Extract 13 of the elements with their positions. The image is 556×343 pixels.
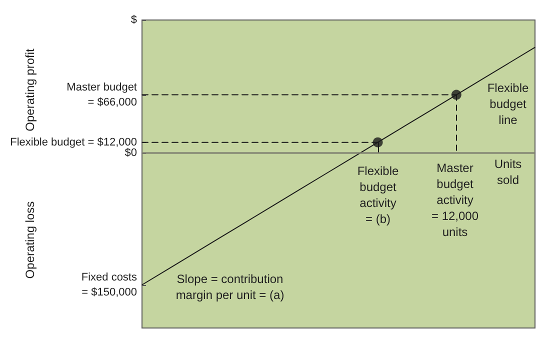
- y-axis-title: Operating profit: [23, 48, 37, 132]
- text: Operating loss: [23, 201, 37, 279]
- annotation: Units sold: [494, 157, 522, 187]
- annotation: Flexible budget activity = (b): [357, 164, 399, 226]
- annotation: Flexible budget line: [487, 81, 529, 127]
- line-series: [142, 46, 536, 286]
- y-tick-label: Flexible budget = $12,000: [10, 136, 137, 148]
- y-tick-label: $0: [124, 146, 137, 159]
- y-tick-label: Fixed costs = $150,000: [81, 271, 138, 298]
- annotation: Slope = contribution margin per unit = (a): [176, 272, 284, 302]
- y-tick-label: $: [130, 14, 137, 26]
- annotation: Master budget activity = 12,000 units: [431, 161, 479, 239]
- y-tick-label: Master budget = $66,000: [66, 81, 137, 108]
